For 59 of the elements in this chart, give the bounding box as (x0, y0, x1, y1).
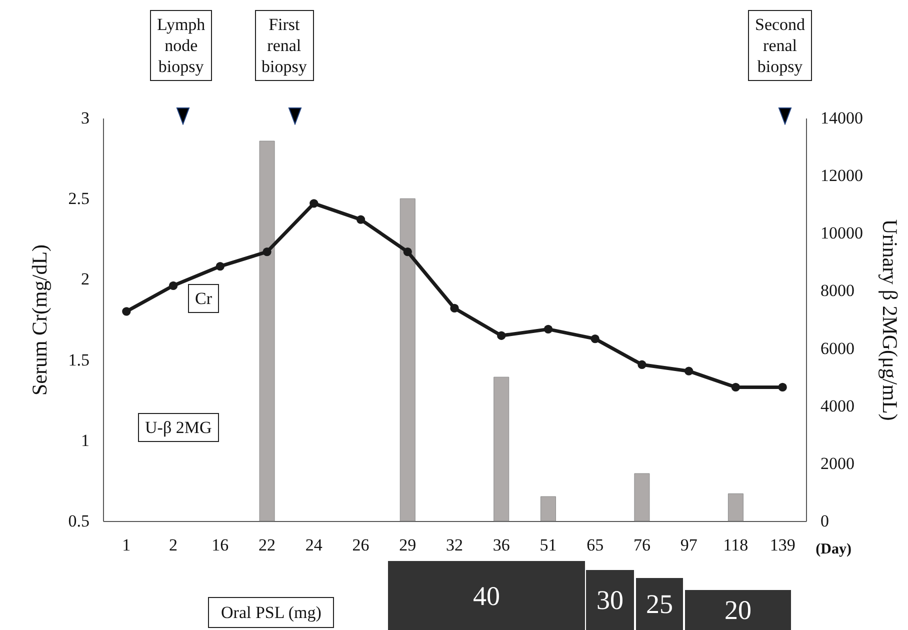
y-tick-label: 1 (81, 430, 90, 450)
bar (259, 140, 275, 522)
y-tick-label: 1.5 (68, 350, 90, 370)
point (216, 262, 224, 271)
x-tick-label: 36 (492, 536, 510, 554)
point (122, 307, 131, 316)
point (310, 199, 318, 208)
x-tick-label: 22 (258, 536, 276, 554)
point (168, 281, 178, 290)
x-tick-label: 139 (770, 536, 796, 554)
y2-tick-label: 8000 (820, 281, 854, 300)
x-tick-label: 2 (169, 536, 178, 554)
x-tick-label: 1 (122, 536, 131, 554)
bar (494, 376, 510, 522)
x-tick-label: 16 (212, 536, 229, 554)
y2-tick-label: 0 (820, 512, 829, 530)
point (731, 382, 740, 392)
text: First renal biopsy (254, 10, 314, 81)
bar (728, 493, 744, 522)
point (403, 247, 412, 256)
series-label: Cr (188, 284, 219, 313)
y-axis-title: Serum Cr(mg/dL) (27, 244, 52, 396)
y2-tick-label: 10000 (820, 224, 863, 243)
y2-tick-label: 14000 (820, 108, 863, 128)
x-tick-label: 32 (446, 536, 463, 554)
y2-tick-label: 12000 (820, 166, 863, 186)
point (450, 304, 459, 313)
x-tick-label: 76 (633, 536, 650, 554)
x-axis-title: (Day) (816, 542, 852, 558)
x-tick-label: 97 (680, 536, 698, 554)
point (684, 366, 694, 376)
y-tick-label: 2 (81, 270, 90, 289)
text: Second renal biopsy (748, 10, 812, 81)
point (778, 382, 787, 392)
y-tick-label: 2.5 (68, 189, 90, 208)
bar (400, 198, 416, 522)
point (356, 215, 366, 224)
x-tick-label: 51 (540, 536, 557, 554)
point (262, 247, 272, 256)
y2-tick-label: 6000 (820, 338, 854, 358)
point (638, 360, 646, 369)
x-tick-label: 118 (723, 536, 748, 554)
y2-tick-label: 4000 (820, 396, 854, 416)
text: U-β 2MG (138, 413, 219, 442)
text: Oral PSL (mg) (208, 597, 334, 628)
x-tick-label: 29 (399, 536, 416, 554)
x-tick-label: 24 (305, 536, 323, 554)
y-tick-label: 3 (81, 108, 90, 128)
y2-tick-label: 2000 (820, 454, 854, 473)
point (590, 334, 600, 344)
bar (634, 473, 650, 522)
point (544, 324, 553, 334)
point (497, 331, 506, 340)
bar (540, 496, 556, 522)
x-tick-label: 26 (352, 536, 370, 554)
text: Lymph node biopsy (150, 10, 212, 81)
y2-axis-title: Urinary β 2MG(μg/mL) (878, 219, 902, 421)
x-tick-label: 65 (586, 536, 604, 554)
y-tick-label: 0.5 (68, 512, 90, 530)
